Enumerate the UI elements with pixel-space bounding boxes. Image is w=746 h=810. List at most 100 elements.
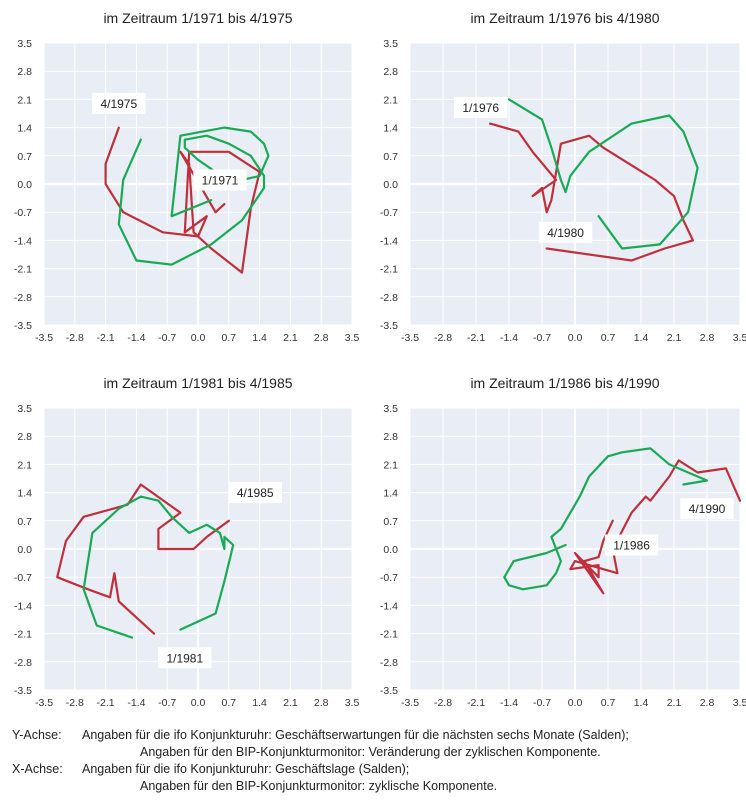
y-tick-label: -1.4	[14, 235, 32, 247]
annotation-label: 1/1976	[462, 101, 499, 115]
y-tick-label: -2.8	[380, 292, 398, 304]
annotation-label: 4/1980	[547, 226, 584, 240]
x-tick-label: -0.7	[158, 697, 176, 709]
annotation-box	[538, 221, 593, 243]
annotation-box	[228, 482, 282, 504]
x-tick-label: -0.7	[158, 332, 176, 344]
series-line-red	[56, 483, 230, 635]
y-tick-label: -3.5	[14, 320, 32, 332]
footnote-y-line1: Angaben für die ifo Konjunkturuhr: Gesch…	[82, 728, 629, 742]
y-tick-label: -2.8	[14, 657, 32, 669]
x-tick-label: -1.4	[127, 332, 145, 344]
y-tick-label: -0.7	[14, 207, 32, 219]
y-tick-label: -0.7	[380, 207, 398, 219]
y-tick-label: 3.5	[17, 403, 32, 415]
chart-panel-3: -3.5-3.5 -2.8 -2.8 -2.1 -2.1 -1.4 -1.4 -0.7 -0.7…	[14, 375, 360, 709]
x-tick-label: -1.4	[500, 697, 518, 709]
y-tick-label: -1.4	[380, 600, 398, 612]
series-line-red	[489, 122, 695, 262]
x-tick-label: -3.5	[401, 697, 419, 709]
y-tick-label: -2.1	[380, 629, 398, 641]
y-tick-label: 3.5	[383, 38, 398, 50]
x-tick-label: 2.8	[700, 332, 715, 344]
x-tick-label: -2.1	[97, 332, 115, 344]
y-tick-label: -2.8	[380, 657, 398, 669]
y-tick-label: 3.5	[17, 38, 32, 50]
y-tick-label: -2.1	[14, 629, 32, 641]
series-line-red	[104, 126, 261, 274]
y-tick-label: 1.4	[383, 123, 398, 135]
x-tick-label: -2.8	[434, 332, 452, 344]
y-tick-label: 2.1	[383, 459, 398, 471]
x-tick-label: 2.8	[314, 332, 329, 344]
x-tick-label: 2.1	[667, 697, 682, 709]
x-tick-label: 0.0	[568, 697, 583, 709]
x-tick-label: -2.8	[434, 697, 452, 709]
y-tick-label: 2.1	[17, 459, 32, 471]
x-tick-label: 2.1	[283, 332, 298, 344]
annotation-box	[680, 498, 734, 520]
x-tick-label: 1.4	[252, 697, 267, 709]
x-tick-label: 0.7	[221, 697, 236, 709]
y-tick-label: -3.5	[380, 320, 398, 332]
chart-title: im Zeitraum 1/1976 bis 4/1980	[470, 10, 659, 26]
y-tick-label: -0.7	[14, 572, 32, 584]
chart-panel-2: -3.5-3.5 -2.8 -2.8 -2.1 -2.1 -1.4 -1.4 -0.7 -0.7…	[380, 10, 746, 344]
y-tick-label: 2.8	[383, 66, 398, 78]
x-tick-label: -1.4	[500, 332, 518, 344]
annotation-label: 4/1975	[100, 97, 137, 111]
x-tick-label: 3.5	[733, 332, 746, 344]
chart-title: im Zeitraum 1/1971 bis 4/1975	[103, 10, 292, 26]
annotation-label: 1/1981	[166, 651, 203, 665]
x-tick-label: 3.5	[345, 332, 360, 344]
series-line-green	[503, 447, 709, 591]
chart-figure: -3.5-3.5-2.8-2.8-2.1-2.1-1.4-1.4-0.7-0.7…	[14, 10, 746, 709]
series-line-green	[117, 126, 270, 266]
x-tick-label: 2.8	[314, 697, 329, 709]
x-tick-label: -0.7	[533, 697, 551, 709]
x-tick-label: 3.5	[733, 697, 746, 709]
annotation-label: 1/1986	[613, 538, 650, 552]
y-tick-label: 3.5	[383, 403, 398, 415]
y-tick-label: 1.4	[17, 488, 32, 500]
y-tick-label: -3.5	[14, 685, 32, 697]
x-tick-label: 1.4	[634, 332, 649, 344]
y-tick-label: -2.8	[14, 292, 32, 304]
footnote-x-line2: Angaben für den BIP-Konjunkturmonitor: z…	[140, 779, 498, 793]
series-line-red	[569, 459, 742, 595]
chart-panel-1: -3.5-3.5 -2.8 -2.8 -2.1 -2.1 -1.4 -1.4 -0.7 -0.7…	[14, 10, 360, 344]
series-line-green	[82, 495, 235, 639]
y-tick-label: 2.1	[17, 94, 32, 106]
y-tick-label: -2.1	[14, 264, 32, 276]
x-tick-label: 2.1	[667, 332, 682, 344]
x-tick-label: 2.1	[283, 697, 298, 709]
x-tick-label: 0.0	[568, 332, 583, 344]
annotation-label: 1/1971	[202, 173, 239, 187]
x-tick-label: 3.5	[345, 697, 360, 709]
x-tick-label: -2.1	[97, 697, 115, 709]
y-tick-label: 2.8	[17, 431, 32, 443]
x-tick-label: 2.8	[700, 697, 715, 709]
y-tick-label: 1.4	[17, 123, 32, 135]
x-tick-label: -2.1	[467, 332, 485, 344]
x-tick-label: 0.7	[221, 332, 236, 344]
x-tick-label: 0.0	[191, 697, 206, 709]
y-tick-label: -1.4	[380, 235, 398, 247]
annotation-box	[158, 647, 212, 669]
x-tick-label: -0.7	[533, 332, 551, 344]
y-tick-label: -1.4	[14, 600, 32, 612]
x-tick-label: -2.8	[66, 332, 84, 344]
y-tick-label: -2.1	[380, 264, 398, 276]
series-line-green	[507, 98, 699, 250]
y-tick-label: 0.7	[383, 516, 398, 528]
y-tick-label: 2.1	[383, 94, 398, 106]
x-tick-label: 1.4	[252, 332, 267, 344]
annotation-box	[92, 92, 146, 114]
y-tick-label: 2.8	[383, 431, 398, 443]
y-tick-label: -0.7	[380, 572, 398, 584]
x-tick-label: 0.7	[601, 697, 616, 709]
chart-title: im Zeitraum 1/1981 bis 4/1985	[103, 375, 292, 391]
x-tick-label: -3.5	[401, 332, 419, 344]
y-tick-label: 0.7	[17, 516, 32, 528]
footnote-x-line1: Angaben für die ifo Konjunkturuhr: Gesch…	[82, 762, 410, 776]
